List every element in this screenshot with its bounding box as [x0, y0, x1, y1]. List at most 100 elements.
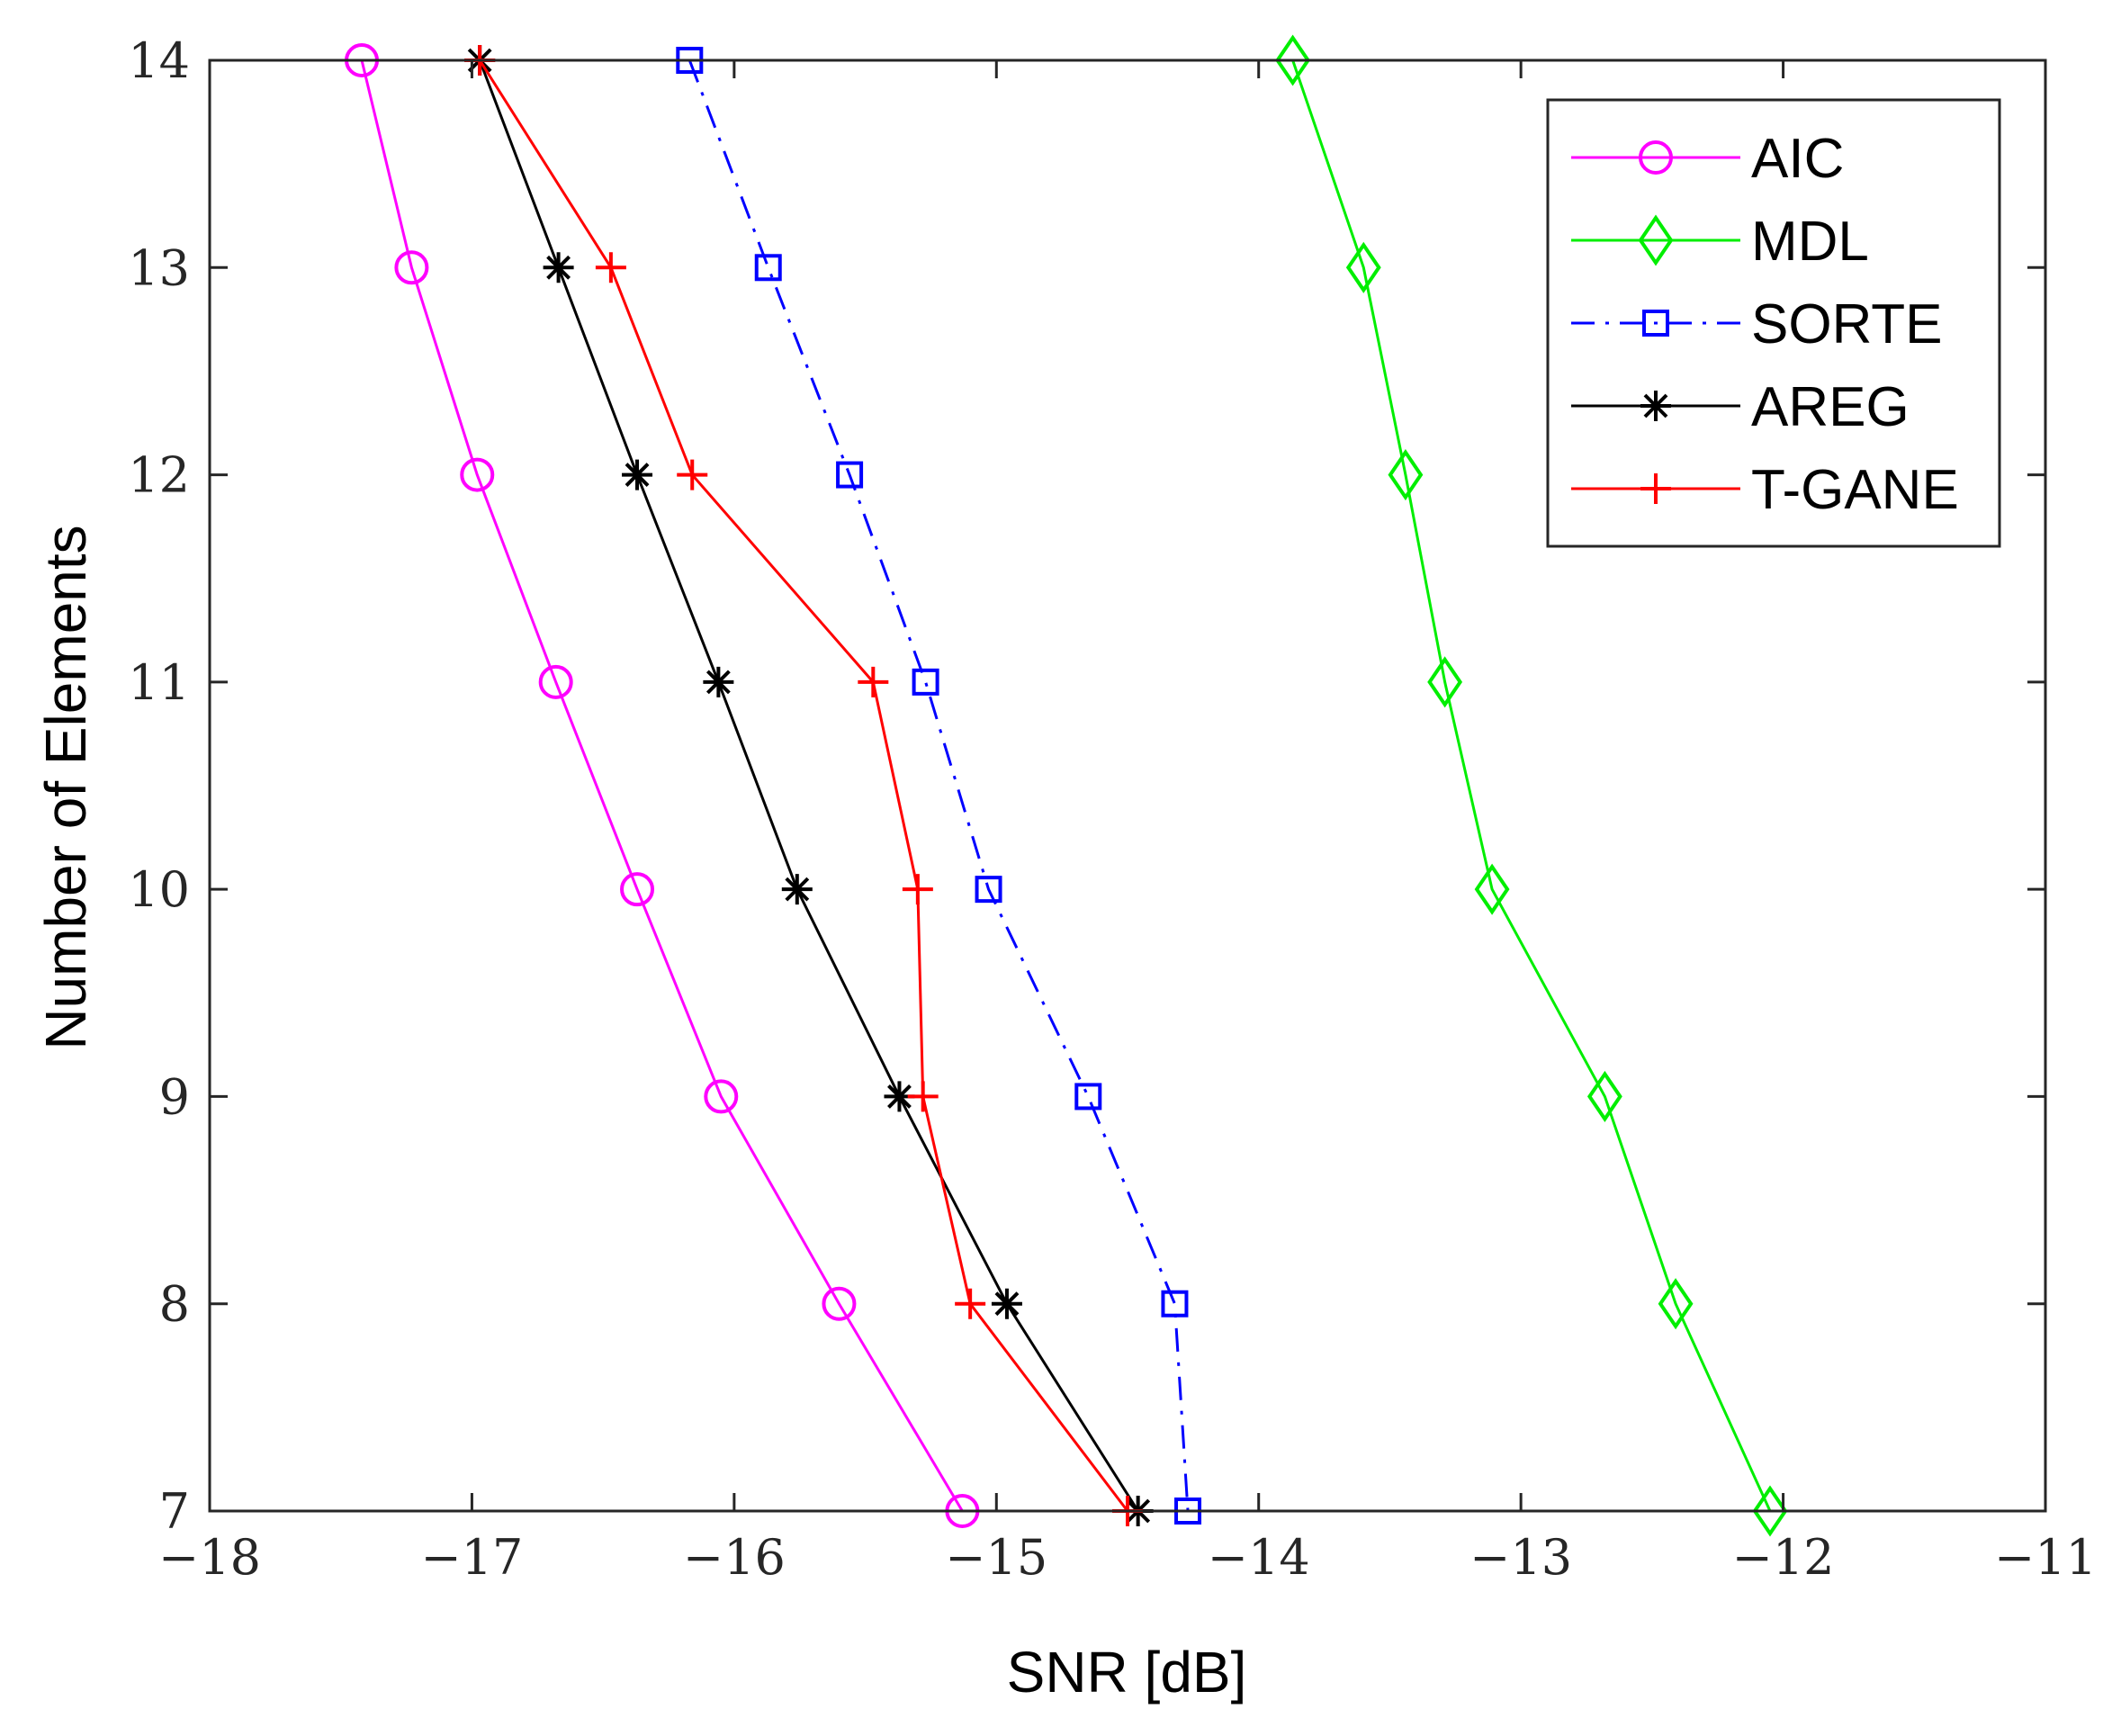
y-tick-label-1: 7 — [159, 1483, 190, 1540]
legend-marker-t-gane-shape — [1640, 473, 1671, 504]
series-mdl-point-2-shape — [1345, 241, 1381, 293]
series-sorte-point-3-shape — [836, 461, 864, 489]
y-tick-label-4: 10 — [128, 861, 190, 918]
legend-entry-mdl: MDL — [1571, 211, 1869, 273]
series-mdl — [1275, 34, 1788, 1537]
series-mdl-point-3 — [1388, 449, 1424, 501]
series-t-gane-point-4-shape — [858, 666, 889, 697]
x-tick-label-8: −11 — [1994, 1529, 2097, 1586]
x-tick-label-1: −18 — [158, 1529, 261, 1586]
legend-label-aic: AIC — [1751, 128, 1844, 190]
series-aic-line — [360, 59, 964, 1512]
series-t-gane-point-3 — [677, 459, 708, 490]
legend-marker-mdl — [1638, 214, 1674, 266]
x-tick-label-5: −14 — [1208, 1529, 1310, 1586]
series-aic-point-5 — [620, 872, 655, 907]
series-areg-point-5-shape — [781, 874, 813, 905]
y-tick-label-2: 8 — [159, 1276, 190, 1333]
series-sorte-point-6-shape — [1074, 1083, 1102, 1111]
series-aic-point-7-shape — [822, 1286, 857, 1321]
series-t-gane-line — [478, 59, 1129, 1512]
y-tick-label-6: 12 — [128, 447, 190, 504]
series-mdl-point-5 — [1474, 863, 1510, 915]
legend-label-mdl: MDL — [1751, 211, 1869, 273]
plot-frame — [208, 58, 2047, 1513]
series-mdl-point-5-shape — [1474, 863, 1510, 915]
series-mdl-point-3-shape — [1388, 449, 1424, 501]
x-tick-label-4: −15 — [945, 1529, 1047, 1586]
legend-entry-t-gane: T-GANE — [1571, 459, 1959, 521]
series-areg-point-6 — [884, 1081, 915, 1112]
tick-label-layer: −18 −17 −16 −15 −14 −13 −12 −11 7 8 9 10 11 12 13 14 — [128, 32, 2097, 1586]
series-sorte-point-5-shape — [975, 876, 1002, 904]
series-mdl-point-4 — [1427, 656, 1463, 708]
series-t-gane-point-7 — [955, 1288, 986, 1319]
legend-marker-sorte-shape — [1642, 310, 1669, 337]
series-layer — [345, 34, 1788, 1537]
series-areg-point-7 — [991, 1288, 1022, 1319]
series-aic-point-2 — [394, 250, 429, 285]
series-aic-point-2-shape — [394, 250, 429, 285]
series-mdl-point-1 — [1275, 34, 1311, 86]
series-sorte-point-5 — [975, 876, 1002, 904]
series-aic-point-6 — [704, 1079, 739, 1114]
x-tick-label-7: −12 — [1732, 1529, 1835, 1586]
series-t-gane-point-4 — [858, 666, 889, 697]
legend-entry-areg: AREG — [1571, 376, 1910, 438]
series-sorte-point-2 — [754, 254, 782, 282]
series-areg-point-4-shape — [703, 666, 734, 697]
legend-marker-mdl-shape — [1638, 214, 1674, 266]
series-areg-point-3-shape — [622, 459, 653, 490]
legend-label-sorte: SORTE — [1751, 293, 1942, 355]
y-tick-label-3: 9 — [159, 1068, 190, 1125]
series-areg-point-7-shape — [991, 1288, 1022, 1319]
x-tick-label-6: −13 — [1469, 1529, 1572, 1586]
legend-marker-sorte — [1642, 310, 1669, 337]
series-mdl-point-4-shape — [1427, 656, 1463, 708]
legend-marker-areg-shape — [1640, 391, 1671, 421]
series-t-gane-point-5-shape — [902, 874, 933, 905]
legend-marker-aic — [1639, 140, 1673, 175]
legend-label-areg: AREG — [1751, 376, 1910, 438]
legend-entry-sorte: SORTE — [1571, 293, 1942, 355]
series-areg-line — [478, 59, 1139, 1512]
y-tick-label-7: 13 — [128, 239, 190, 296]
axis-layer — [208, 58, 2047, 1513]
series-mdl-point-6 — [1586, 1070, 1622, 1122]
legend-marker-t-gane — [1640, 473, 1671, 504]
series-aic-point-5-shape — [620, 872, 655, 907]
x-tick-label-3: −16 — [683, 1529, 786, 1586]
series-mdl-point-8 — [1752, 1485, 1788, 1537]
series-sorte-point-7-shape — [1161, 1290, 1189, 1318]
series-mdl-point-6-shape — [1586, 1070, 1622, 1122]
series-mdl-point-8-shape — [1752, 1485, 1788, 1537]
series-mdl-point-7-shape — [1658, 1278, 1694, 1330]
series-t-gane-point-3-shape — [677, 459, 708, 490]
series-mdl-point-1-shape — [1275, 34, 1311, 86]
legend-marker-areg — [1640, 391, 1671, 421]
x-axis-title: SNR [dB] — [1007, 1640, 1247, 1705]
series-mdl-point-2 — [1345, 241, 1381, 293]
series-t-gane — [464, 45, 1143, 1526]
series-aic-point-3 — [460, 457, 495, 492]
series-aic-point-4-shape — [538, 664, 573, 699]
y-axis-title: Number of Elements — [33, 525, 98, 1049]
series-areg-point-2-shape — [543, 252, 574, 283]
series-aic-point-3-shape — [460, 457, 495, 492]
series-t-gane-point-6-shape — [907, 1081, 939, 1112]
series-sorte-point-4-shape — [912, 668, 939, 696]
series-aic-point-7 — [822, 1286, 857, 1321]
series-sorte-line — [688, 59, 1190, 1512]
series-areg-point-5 — [781, 874, 813, 905]
series-sorte-point-3 — [836, 461, 864, 489]
series-t-gane-point-7-shape — [955, 1288, 986, 1319]
series-aic-point-4 — [538, 664, 573, 699]
series-aic-point-6-shape — [704, 1079, 739, 1114]
series-areg-point-2 — [543, 252, 574, 283]
legend-entry-aic: AIC — [1571, 128, 1844, 190]
y-tick-label-5: 11 — [128, 654, 190, 711]
series-sorte-point-7 — [1161, 1290, 1189, 1318]
series-sorte-point-4 — [912, 668, 939, 696]
series-t-gane-point-2 — [595, 252, 626, 283]
y-tick-label-8: 14 — [128, 32, 190, 89]
